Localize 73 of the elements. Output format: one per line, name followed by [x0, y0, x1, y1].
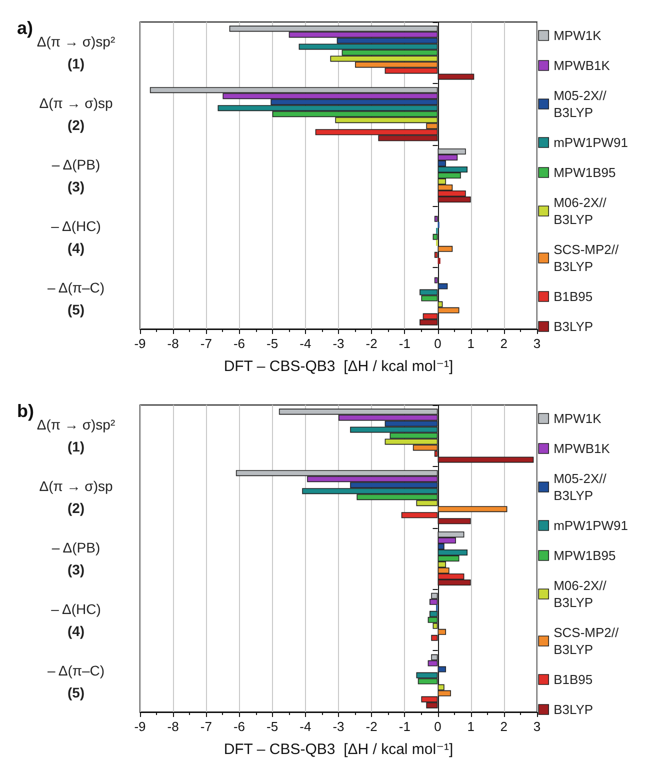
- x-tick-label: -8: [167, 336, 179, 351]
- bar: [438, 283, 448, 290]
- y-tick-label: Δ(π → σ)sp (2): [39, 478, 113, 516]
- x-tick-label: -6: [233, 719, 246, 734]
- x-tick-label: -9: [134, 336, 146, 351]
- x-tick-label: -2: [366, 719, 378, 734]
- bar: [438, 506, 508, 512]
- legend-label: M05-2X// B3LYP: [554, 88, 607, 120]
- legend-label: MPWB1K: [554, 58, 610, 73]
- bar: [434, 277, 438, 284]
- legend-label: SCS-MP2// B3LYP: [554, 242, 619, 274]
- x-tick-label: -7: [200, 336, 212, 351]
- chart-title: b): [17, 401, 34, 421]
- legend-label: SCS-MP2// B3LYP: [554, 625, 619, 657]
- legend-label: MPW1B95: [554, 165, 616, 180]
- bar: [438, 628, 446, 635]
- legend-label: M06-2X// B3LYP: [554, 578, 607, 610]
- y-tick-label: – Δ(HC) (4): [51, 218, 101, 256]
- x-tick-label: 2: [500, 336, 508, 351]
- legend-label: B3LYP: [554, 319, 594, 334]
- y-tick-label: – Δ(HC) (4): [51, 600, 101, 639]
- x-tick-label: -5: [266, 336, 278, 351]
- x-tick-label: 1: [467, 719, 474, 734]
- x-tick-label: -7: [200, 719, 212, 734]
- x-tick-label: 0: [434, 719, 442, 734]
- y-tick-label: Δ(π → σ)sp² (1): [36, 416, 116, 455]
- y-tick-label: – Δ(π–C) (5): [47, 662, 105, 700]
- x-tick-label: 0: [434, 336, 442, 351]
- legend-label: B3LYP: [554, 702, 594, 717]
- y-tick-label: Δ(π → σ)sp (2): [39, 95, 113, 134]
- bar: [432, 234, 438, 240]
- x-tick-label: 1: [467, 336, 474, 351]
- legend-label: B1B95: [554, 672, 593, 687]
- x-tick-label: -3: [332, 336, 344, 351]
- legend-label: M05-2X// B3LYP: [554, 471, 607, 503]
- legend-label: MPW1B95: [554, 548, 616, 563]
- x-axis-title: DFT – CBS-QB3 [ΔH / kcal mol⁻¹]: [224, 741, 454, 758]
- legend-label: MPW1K: [554, 28, 602, 43]
- x-tick-label: -1: [398, 719, 410, 734]
- legend-label: MPWB1K: [554, 441, 610, 456]
- bar: [401, 512, 438, 518]
- y-tick-label: Δ(π → σ)sp² (1): [36, 34, 116, 72]
- x-tick-label: 2: [500, 719, 508, 734]
- x-tick-label: 3: [533, 719, 541, 734]
- legend-label: B1B95: [554, 289, 593, 304]
- bar: [438, 258, 440, 264]
- bar: [431, 634, 438, 641]
- x-tick-label: -9: [134, 719, 146, 734]
- x-tick-label: -3: [332, 719, 344, 734]
- bar: [438, 666, 446, 672]
- chart-title: a): [17, 18, 34, 38]
- bar: [434, 252, 438, 258]
- bar: [438, 74, 474, 80]
- bar: [438, 456, 534, 463]
- y-tick-label: – Δ(π–C) (5): [47, 279, 105, 318]
- legend-label: mPW1PW91: [554, 518, 628, 533]
- x-tick-label: -8: [167, 719, 179, 734]
- x-tick-label: -4: [300, 336, 312, 351]
- x-tick-label: -4: [300, 719, 312, 734]
- bar: [438, 246, 453, 252]
- x-tick-label: 3: [533, 336, 541, 351]
- legend-label: M06-2X// B3LYP: [554, 195, 607, 227]
- legend-label: mPW1PW91: [554, 135, 628, 150]
- x-tick-label: -2: [366, 336, 378, 351]
- legend-label: MPW1K: [554, 411, 602, 426]
- x-tick-label: -5: [266, 719, 278, 734]
- y-tick-label: – Δ(PB) (3): [52, 156, 100, 194]
- bar: [438, 518, 471, 524]
- x-axis-title: DFT – CBS-QB3 [ΔH / kcal mol⁻¹]: [224, 358, 454, 375]
- x-tick-label: -1: [398, 336, 410, 351]
- x-tick-label: -6: [233, 336, 246, 351]
- bar: [434, 216, 438, 222]
- y-tick-label: – Δ(PB) (3): [52, 540, 100, 578]
